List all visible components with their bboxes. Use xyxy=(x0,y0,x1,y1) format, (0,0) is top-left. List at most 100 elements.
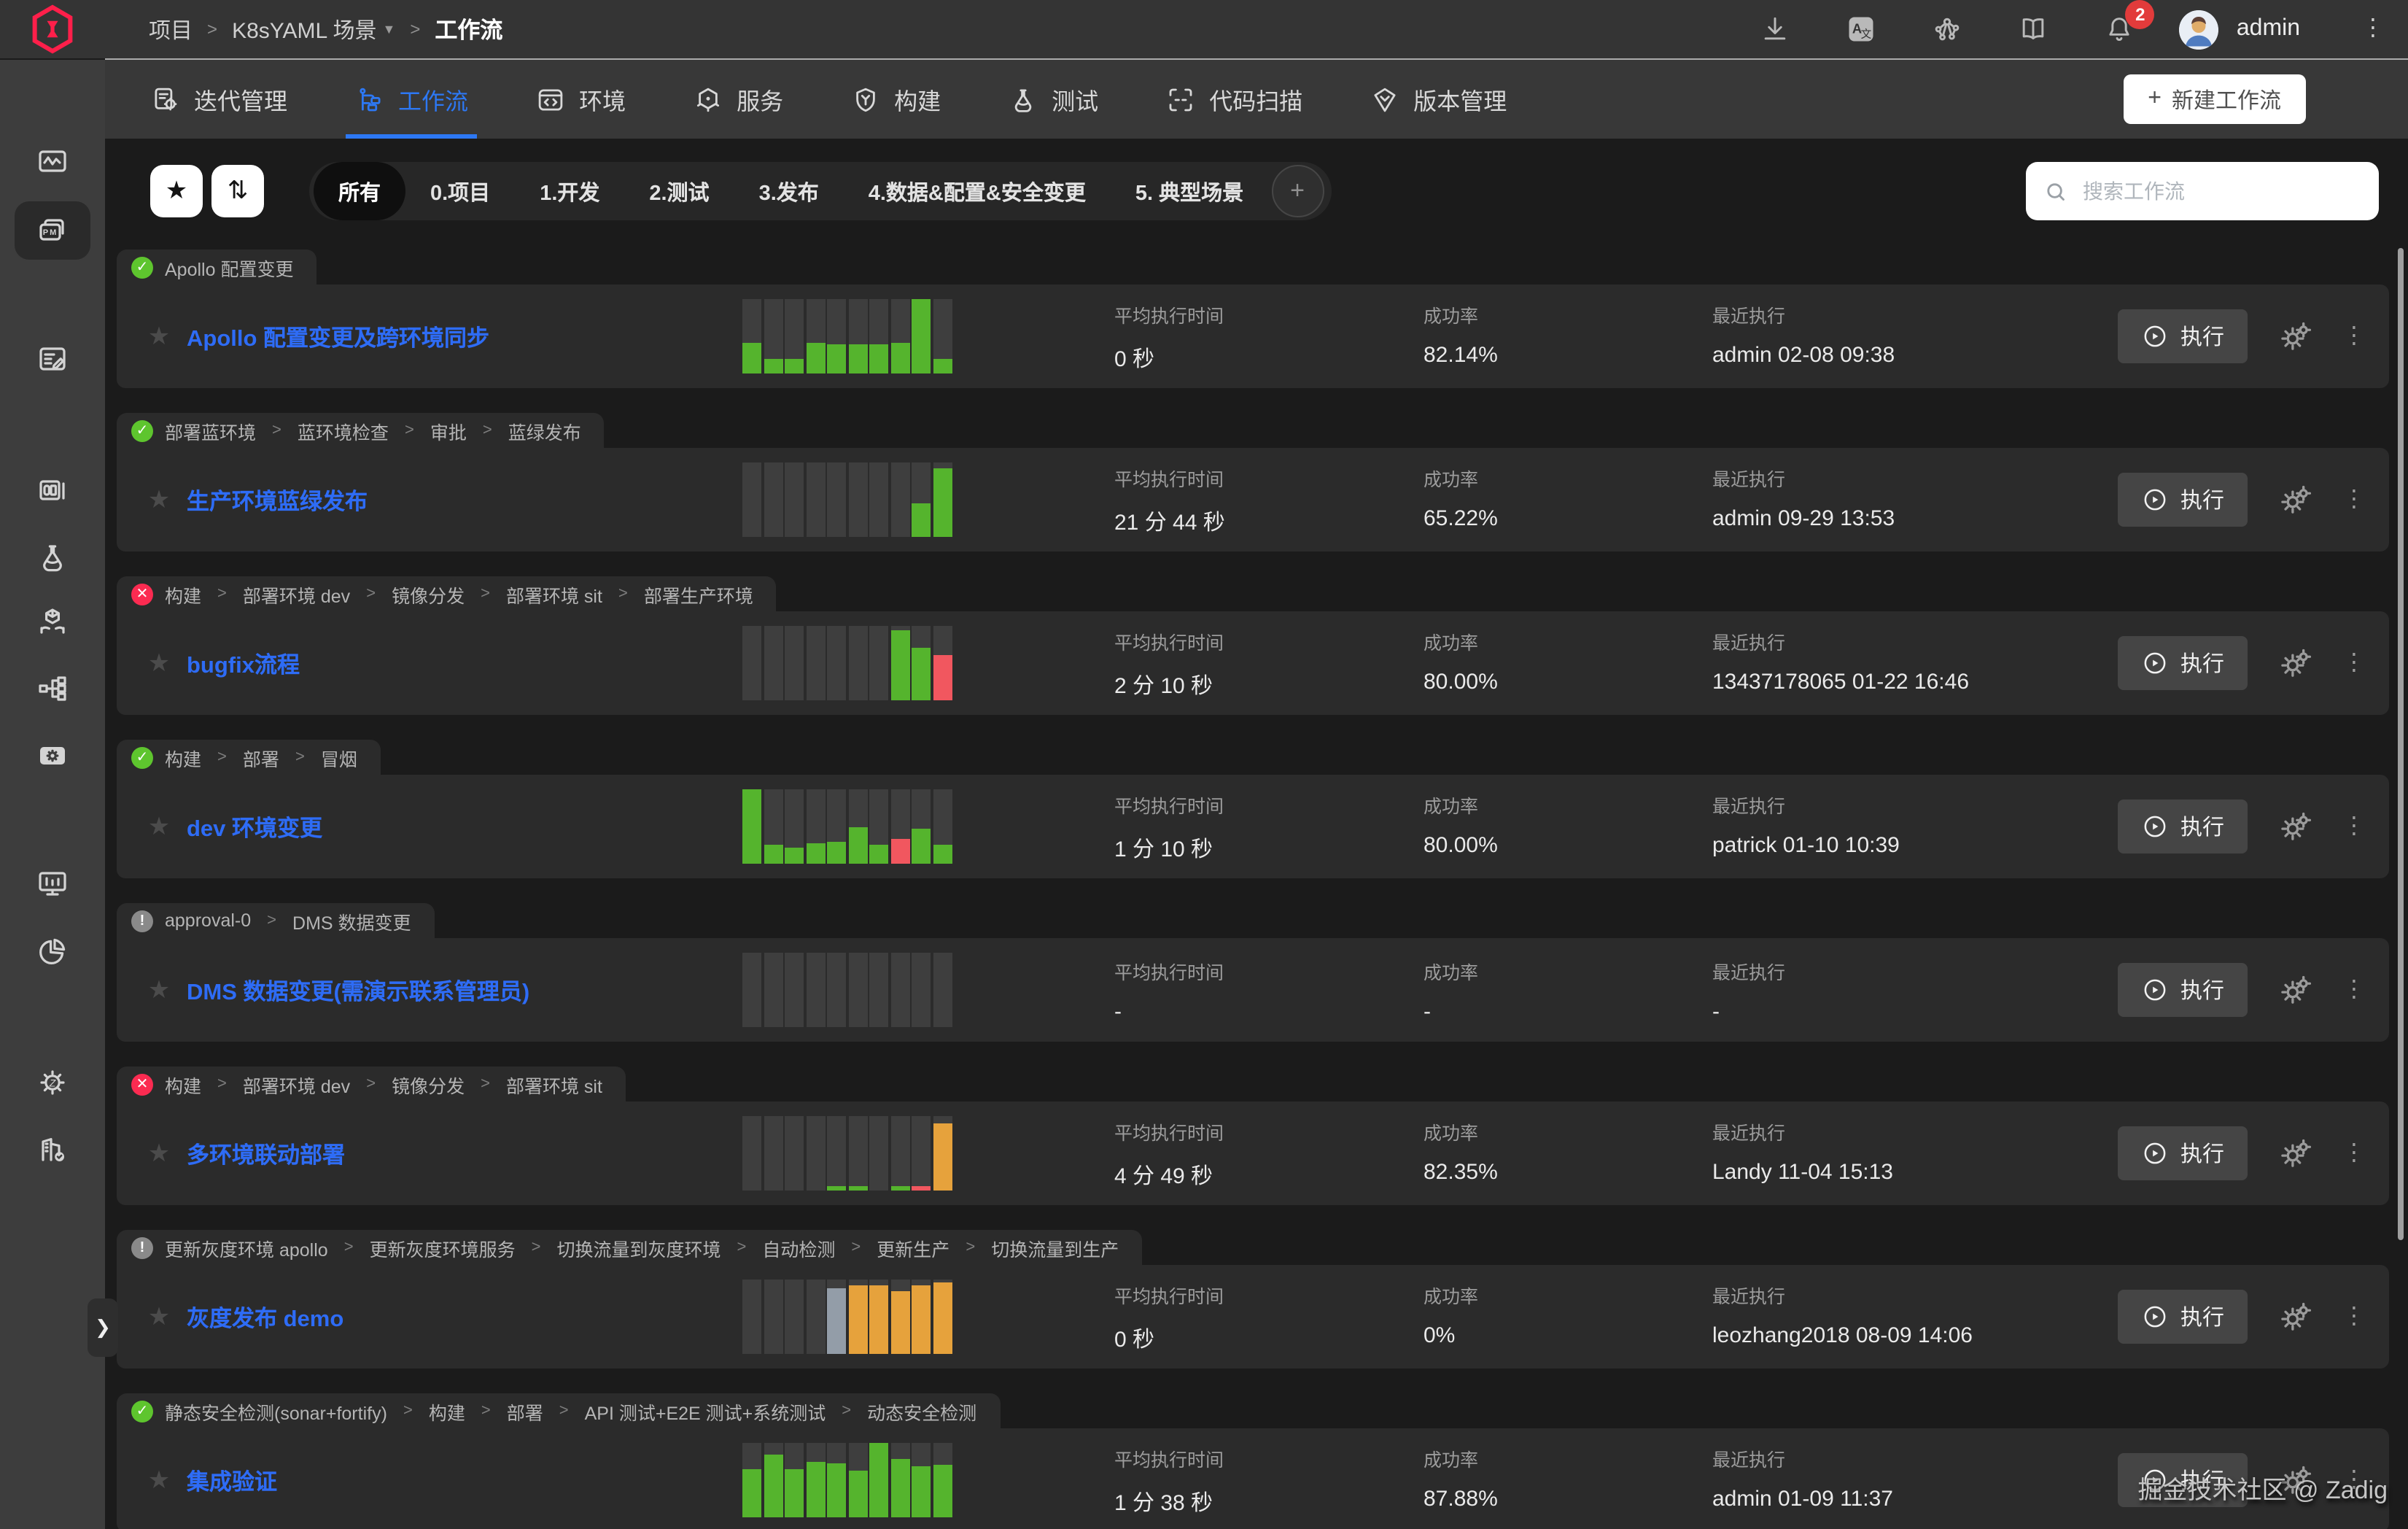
workflow-settings-icon[interactable] xyxy=(2277,808,2313,845)
workflow-settings-icon[interactable] xyxy=(2277,972,2313,1008)
sidebar-item-template-library[interactable] xyxy=(15,461,90,519)
workflow-settings-icon[interactable] xyxy=(2277,481,2313,518)
sidebar-item-projects[interactable]: PM xyxy=(15,201,90,260)
search-input[interactable] xyxy=(2080,178,2361,204)
row-more-menu-icon[interactable]: ⋮ xyxy=(2342,813,2366,838)
topbar-menu-icon[interactable]: ⋮ xyxy=(2361,16,2385,41)
sidebar-item-system-settings[interactable]: Z xyxy=(15,1053,90,1112)
integrations-icon[interactable] xyxy=(1932,13,1964,45)
status-success-icon: ✓ xyxy=(131,1400,153,1422)
workflow-name[interactable]: 集成验证 xyxy=(187,1470,278,1495)
filter-chip[interactable]: 所有 xyxy=(314,162,405,220)
workflow-name[interactable]: 灰度发布 demo xyxy=(187,1307,344,1331)
workflow-settings-icon[interactable] xyxy=(2277,645,2313,681)
filter-chip[interactable]: 3.发布 xyxy=(734,162,844,220)
run-bar xyxy=(848,1443,867,1517)
workflow-name[interactable]: Apollo 配置变更及跨环境同步 xyxy=(187,326,490,351)
favorite-star-icon[interactable]: ★ xyxy=(147,649,171,676)
favorite-star-icon[interactable]: ★ xyxy=(147,1139,171,1166)
filter-chip[interactable]: 4.数据&配置&安全变更 xyxy=(844,162,1111,220)
chevron-down-icon[interactable]: ▼ xyxy=(382,22,396,36)
avg-exec-time-value: 0 秒 xyxy=(1114,1327,1155,1352)
workflow-name[interactable]: DMS 数据变更(需演示联系管理员) xyxy=(187,980,530,1005)
tab-service[interactable]: 服务 xyxy=(693,60,783,139)
run-bar xyxy=(764,626,782,700)
favorite-filter-button[interactable]: ★ xyxy=(150,165,203,217)
run-bar xyxy=(764,953,782,1027)
username[interactable]: admin xyxy=(2236,16,2300,41)
sidebar-item-operation-monitor[interactable] xyxy=(15,855,90,913)
sidebar-item-dashboard[interactable] xyxy=(15,133,90,191)
sidebar-item-release-plan[interactable] xyxy=(15,330,90,388)
run-workflow-button[interactable]: 执行 xyxy=(2117,1453,2248,1507)
tab-build[interactable]: 构建 xyxy=(850,60,941,139)
docs-icon[interactable] xyxy=(2018,13,2050,45)
favorite-star-icon[interactable]: ★ xyxy=(147,1466,171,1493)
new-workflow-button[interactable]: + 新建工作流 xyxy=(2123,74,2306,124)
sidebar-item-enterprise[interactable] xyxy=(15,1120,90,1179)
run-workflow-button[interactable]: 执行 xyxy=(2117,473,2248,527)
run-workflow-button[interactable]: 执行 xyxy=(2117,1290,2248,1344)
run-workflow-button[interactable]: 执行 xyxy=(2117,800,2248,853)
filter-chip[interactable]: 0.项目 xyxy=(405,162,515,220)
workflow-settings-icon[interactable] xyxy=(2277,318,2313,355)
sidebar-item-data-statistics[interactable] xyxy=(15,922,90,980)
run-bar xyxy=(806,1280,825,1354)
tab-version[interactable]: 版本管理 xyxy=(1370,60,1507,139)
workflow-settings-icon[interactable] xyxy=(2277,1135,2313,1172)
favorite-star-icon[interactable]: ★ xyxy=(147,485,171,513)
run-workflow-button[interactable]: 执行 xyxy=(2117,636,2248,690)
filter-chip[interactable]: 1.开发 xyxy=(515,162,624,220)
sidebar-expand-handle[interactable]: ❯ xyxy=(88,1298,118,1357)
workflow-name[interactable]: bugfix流程 xyxy=(187,653,300,678)
run-workflow-button[interactable]: 执行 xyxy=(2117,309,2248,363)
version-icon xyxy=(1374,87,1396,112)
row-more-menu-icon[interactable]: ⋮ xyxy=(2342,650,2366,675)
tab-scan[interactable]: 代码扫描 xyxy=(1165,60,1302,139)
filter-chip[interactable]: 2.测试 xyxy=(624,162,734,220)
download-icon[interactable] xyxy=(1760,13,1792,45)
sidebar-item-test-center[interactable] xyxy=(15,528,90,587)
workflow-name[interactable]: 生产环境蓝绿发布 xyxy=(187,489,368,514)
sort-button[interactable]: ⇅ xyxy=(211,165,264,217)
breadcrumb-item[interactable]: 项目 xyxy=(149,14,193,44)
favorite-star-icon[interactable]: ★ xyxy=(147,1302,171,1330)
tab-workflow[interactable]: 工作流 xyxy=(346,60,478,139)
row-more-menu-icon[interactable]: ⋮ xyxy=(2342,487,2366,511)
favorite-star-icon[interactable]: ★ xyxy=(147,812,171,840)
favorite-star-icon[interactable]: ★ xyxy=(147,322,171,349)
workflow-name[interactable]: 多环境联动部署 xyxy=(187,1143,346,1168)
row-more-menu-icon[interactable]: ⋮ xyxy=(2342,1304,2366,1328)
tab-iteration[interactable]: 迭代管理 xyxy=(150,60,287,139)
tab-label: 迭代管理 xyxy=(194,90,288,115)
row-more-menu-icon[interactable]: ⋮ xyxy=(2342,323,2366,348)
sidebar-item-delivery-center[interactable] xyxy=(15,592,90,651)
sidebar-item-plugins[interactable] xyxy=(15,727,90,785)
vertical-scrollbar-thumb[interactable] xyxy=(2398,248,2404,1240)
row-more-menu-icon[interactable]: ⋮ xyxy=(2342,1140,2366,1165)
run-workflow-button[interactable]: 执行 xyxy=(2117,1126,2248,1180)
tab-label: 构建 xyxy=(894,90,941,115)
zadig-logo[interactable] xyxy=(0,4,105,54)
row-actions: 执行 ⋮ xyxy=(2117,636,2389,690)
tab-environment[interactable]: 环境 xyxy=(535,60,626,139)
tab-test[interactable]: 测试 xyxy=(1008,60,1098,139)
row-more-menu-icon[interactable]: ⋮ xyxy=(2342,977,2366,1002)
notifications-bell-icon[interactable]: 2 xyxy=(2104,0,2155,45)
workflow-settings-icon[interactable] xyxy=(2277,1298,2313,1335)
workflow-name[interactable]: dev 环境变更 xyxy=(187,816,323,841)
plus-icon: + xyxy=(2148,86,2162,111)
sidebar-item-data-view[interactable] xyxy=(15,659,90,718)
run-workflow-button[interactable]: 执行 xyxy=(2117,963,2248,1017)
run-button-label: 执行 xyxy=(2180,816,2224,840)
add-category-button[interactable]: + xyxy=(1271,165,1324,217)
breadcrumb-item[interactable]: K8sYAML 场景 ▼ xyxy=(232,14,395,44)
avatar[interactable] xyxy=(2179,9,2219,49)
workflow-settings-icon[interactable] xyxy=(2277,1462,2313,1498)
run-bar xyxy=(764,299,782,373)
filter-chip[interactable]: 5. 典型场景 xyxy=(1111,162,1268,220)
favorite-star-icon[interactable]: ★ xyxy=(147,975,171,1003)
success-rate-label: 成功率 xyxy=(1424,1123,1479,1143)
row-more-menu-icon[interactable]: ⋮ xyxy=(2342,1467,2366,1492)
